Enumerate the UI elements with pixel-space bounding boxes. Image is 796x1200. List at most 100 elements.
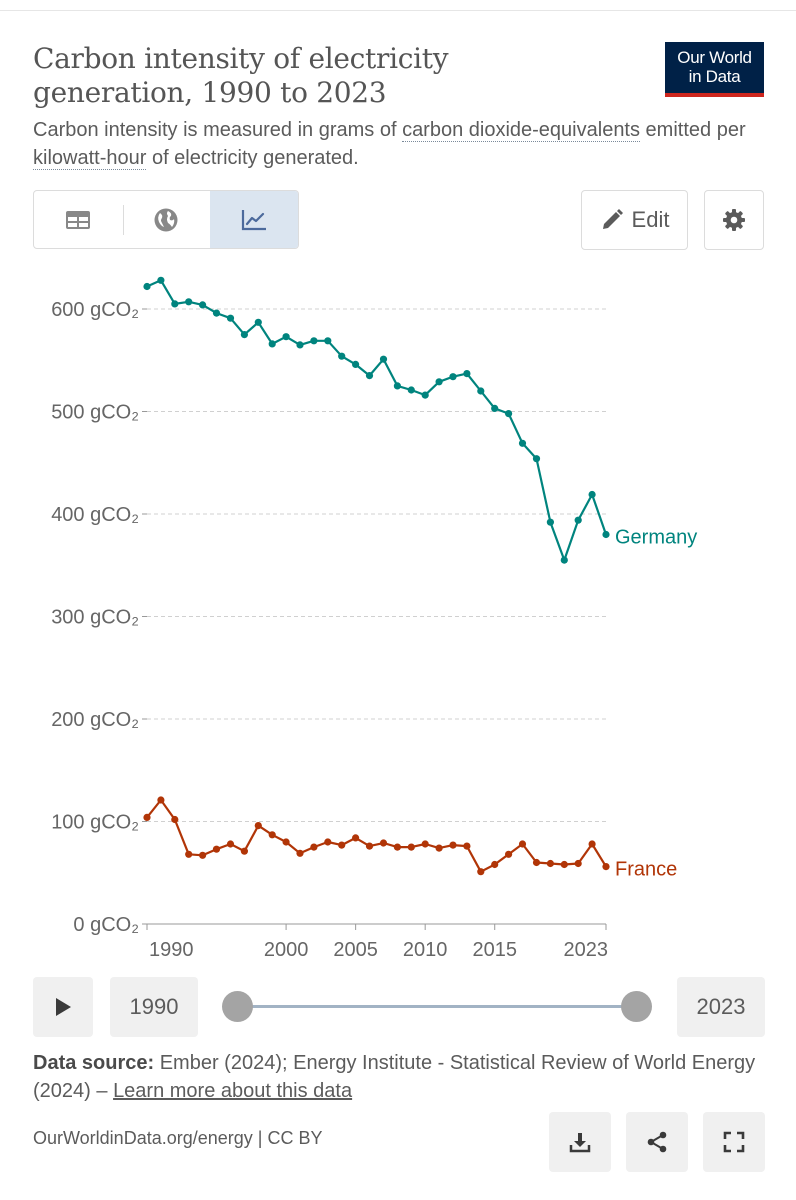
data-point-germany[interactable]	[226, 314, 235, 322]
tab-table[interactable]	[34, 191, 122, 248]
data-point-france[interactable]	[463, 842, 471, 850]
data-point-france[interactable]	[588, 840, 596, 848]
data-point-france[interactable]	[185, 850, 193, 858]
data-point-france[interactable]	[407, 843, 415, 851]
data-point-france[interactable]	[435, 844, 443, 852]
data-point-germany[interactable]	[199, 301, 207, 309]
data-point-france[interactable]	[546, 859, 555, 868]
play-button[interactable]	[33, 977, 93, 1037]
data-point-france[interactable]	[518, 840, 527, 848]
data-point-germany[interactable]	[505, 410, 513, 418]
data-point-germany[interactable]	[282, 333, 290, 341]
y-tick-label: 300 gCO₂	[51, 607, 139, 629]
data-point-germany[interactable]	[449, 373, 457, 381]
data-point-france[interactable]	[602, 863, 610, 871]
data-point-france[interactable]	[352, 834, 360, 842]
subtitle-link-kwh[interactable]: kilowatt-hour	[33, 147, 147, 170]
data-point-germany[interactable]	[338, 352, 346, 360]
data-point-germany[interactable]	[379, 355, 388, 363]
data-point-germany[interactable]	[254, 318, 262, 326]
data-point-germany[interactable]	[463, 370, 471, 378]
data-point-germany[interactable]	[602, 530, 610, 539]
data-point-france[interactable]	[226, 840, 235, 848]
data-point-germany[interactable]	[365, 372, 374, 380]
timeline-end-handle[interactable]	[621, 991, 652, 1022]
data-point-germany[interactable]	[352, 360, 360, 368]
data-point-germany[interactable]	[574, 516, 582, 524]
series-label-france[interactable]: France	[615, 859, 677, 881]
timeline-start-year[interactable]: 1990	[110, 977, 198, 1037]
data-point-germany[interactable]	[324, 337, 332, 345]
view-tabs	[33, 190, 299, 249]
data-point-germany[interactable]	[212, 309, 221, 317]
data-point-germany[interactable]	[171, 300, 179, 308]
data-point-germany[interactable]	[240, 331, 248, 339]
data-point-germany[interactable]	[588, 490, 596, 499]
data-point-france[interactable]	[157, 796, 165, 804]
data-point-germany[interactable]	[157, 276, 165, 284]
series-line-france[interactable]	[146, 798, 607, 873]
gear-icon	[723, 209, 745, 231]
timeline-start-handle[interactable]	[222, 991, 253, 1022]
data-point-france[interactable]	[532, 858, 541, 867]
data-point-france[interactable]	[421, 840, 429, 848]
x-tick-label: 2015	[472, 939, 517, 961]
tab-chart[interactable]	[210, 191, 298, 248]
license-text[interactable]: OurWorldinData.org/energy | CC BY	[33, 1128, 323, 1148]
data-point-germany[interactable]	[560, 556, 568, 564]
data-point-france[interactable]	[477, 868, 485, 876]
learn-more-link[interactable]: Learn more about this data	[113, 1080, 353, 1102]
subtitle-link-co2e[interactable]: carbon dioxide-equivalents	[402, 119, 640, 142]
data-point-germany[interactable]	[407, 386, 415, 394]
data-point-france[interactable]	[560, 860, 568, 869]
subtitle-text-1: Carbon intensity is measured in grams of	[33, 119, 403, 141]
data-point-france[interactable]	[310, 843, 318, 851]
data-point-germany[interactable]	[491, 404, 499, 412]
data-point-france[interactable]	[282, 838, 290, 846]
series-line-germany[interactable]	[146, 279, 608, 562]
data-point-france[interactable]	[171, 815, 179, 824]
data-point-germany[interactable]	[393, 382, 401, 390]
data-point-germany[interactable]	[546, 518, 555, 526]
logo-red-bar	[665, 93, 764, 97]
tab-map[interactable]	[122, 191, 210, 248]
subtitle-text-3: of electricity generated.	[146, 147, 359, 169]
data-point-france[interactable]	[268, 831, 276, 839]
data-point-france[interactable]	[505, 850, 513, 858]
fullscreen-button[interactable]	[703, 1112, 765, 1172]
data-point-france[interactable]	[338, 841, 346, 849]
data-point-france[interactable]	[574, 859, 582, 868]
data-point-france[interactable]	[365, 842, 374, 850]
edit-button[interactable]: Edit	[581, 190, 688, 250]
data-point-france[interactable]	[491, 860, 499, 869]
data-point-france[interactable]	[296, 849, 304, 857]
data-point-germany[interactable]	[310, 337, 318, 345]
owid-logo[interactable]: Our World in Data	[665, 42, 764, 97]
settings-button[interactable]	[704, 190, 764, 250]
timeline-end-year[interactable]: 2023	[677, 977, 765, 1037]
timeline-track[interactable]	[238, 1005, 636, 1008]
data-point-germany[interactable]	[435, 378, 443, 386]
data-point-germany[interactable]	[268, 340, 276, 348]
data-point-france[interactable]	[393, 843, 401, 851]
data-source: Data source: Ember (2024); Energy Instit…	[33, 1049, 763, 1105]
data-point-france[interactable]	[379, 839, 388, 847]
series-label-germany[interactable]: Germany	[615, 527, 697, 549]
download-button[interactable]	[549, 1112, 611, 1172]
data-point-france[interactable]	[449, 841, 457, 849]
data-point-germany[interactable]	[185, 298, 193, 306]
data-point-germany[interactable]	[477, 387, 485, 395]
data-point-france[interactable]	[240, 847, 248, 855]
data-point-france[interactable]	[143, 813, 151, 822]
data-point-france[interactable]	[324, 838, 332, 846]
data-point-france[interactable]	[254, 822, 262, 830]
share-button[interactable]	[626, 1112, 688, 1172]
data-point-germany[interactable]	[143, 282, 151, 291]
data-point-germany[interactable]	[518, 439, 527, 447]
data-point-france[interactable]	[199, 851, 207, 859]
data-point-germany[interactable]	[532, 455, 541, 463]
tab-separator	[123, 205, 124, 235]
data-point-germany[interactable]	[421, 391, 429, 399]
data-point-germany[interactable]	[296, 341, 304, 349]
data-point-france[interactable]	[212, 845, 221, 853]
